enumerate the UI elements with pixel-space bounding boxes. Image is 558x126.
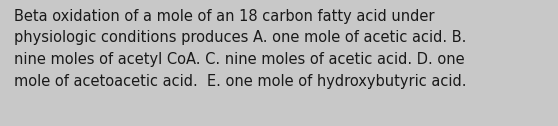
Text: Beta oxidation of a mole of an 18 carbon fatty acid under
physiologic conditions: Beta oxidation of a mole of an 18 carbon… [14,9,466,89]
